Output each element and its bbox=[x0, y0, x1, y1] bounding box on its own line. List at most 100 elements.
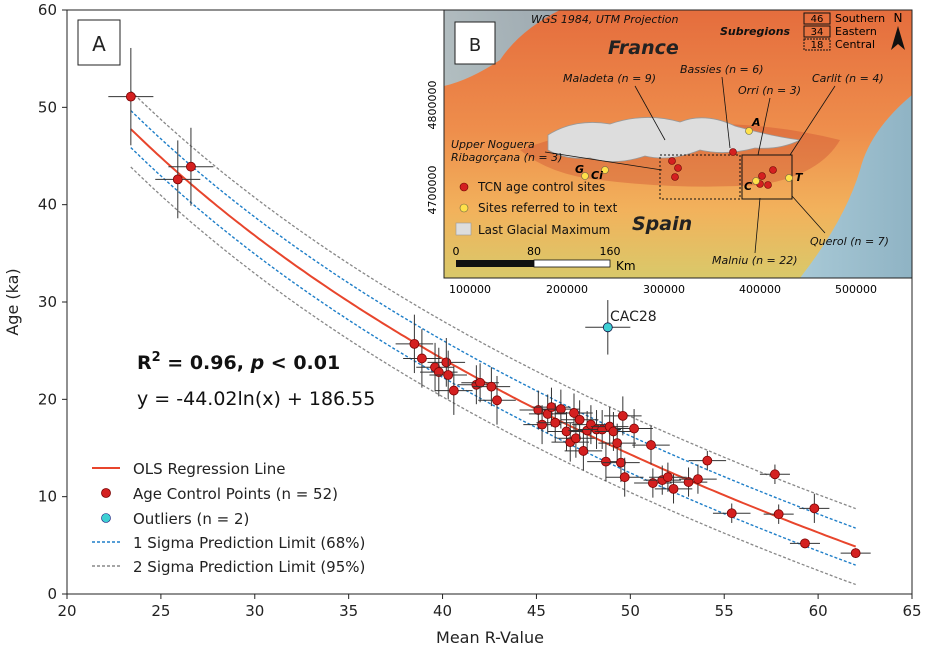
site-label-bassies: Bassies (n = 6) bbox=[680, 63, 764, 76]
data-point bbox=[574, 414, 585, 425]
y-tick-label: 60 bbox=[38, 1, 57, 19]
x-tick-label: 55 bbox=[715, 602, 734, 620]
scale-160: 160 bbox=[600, 245, 621, 258]
subregion-name-2: Eastern bbox=[835, 25, 877, 38]
site-letter-ci: Ci bbox=[591, 169, 603, 182]
legend-outliers-swatch bbox=[101, 513, 111, 523]
legend-sigma1-label: 1 Sigma Prediction Limit (68%) bbox=[133, 534, 365, 552]
outlier-label: CAC28 bbox=[610, 309, 657, 325]
site-letter-c: C bbox=[744, 180, 752, 193]
x-tick-label: 35 bbox=[339, 602, 358, 620]
map-frame bbox=[443, 9, 913, 279]
map-xtick-300000: 300000 bbox=[643, 283, 685, 296]
data-points bbox=[108, 47, 871, 559]
subregion-box-3 bbox=[803, 38, 831, 51]
subregion-name-3: Central bbox=[835, 38, 875, 51]
r-squared-stat: R2 = 0.96, p < 0.01 bbox=[137, 350, 340, 374]
site-letter-t: T bbox=[795, 171, 804, 184]
data-point bbox=[608, 426, 619, 437]
data-point bbox=[172, 174, 183, 185]
scale-0: 0 bbox=[453, 245, 460, 258]
map-ytick-4800000: 4800000 bbox=[426, 81, 439, 130]
data-point bbox=[475, 377, 486, 388]
scale-unit: Km bbox=[616, 259, 636, 273]
y-tick-label: 50 bbox=[38, 98, 57, 116]
label-spain: Spain bbox=[632, 213, 692, 235]
subregion-name-1: Southern bbox=[835, 12, 885, 25]
scale-bar-black bbox=[456, 260, 534, 267]
x-axis-label: Mean R-Value bbox=[436, 628, 544, 647]
scale-80: 80 bbox=[527, 245, 541, 258]
referred-sites bbox=[581, 127, 793, 185]
sigma1-upper-line bbox=[130, 110, 856, 529]
data-point bbox=[492, 395, 502, 406]
data-point bbox=[537, 419, 547, 430]
site-label-upper-1: Upper Noguera bbox=[451, 138, 535, 151]
y-tick-label: 0 bbox=[47, 585, 57, 603]
data-point bbox=[647, 478, 658, 488]
leader-malniu bbox=[754, 197, 761, 254]
outlier-point bbox=[602, 322, 613, 333]
map-xtick-500000: 500000 bbox=[835, 283, 877, 296]
data-point bbox=[770, 469, 780, 480]
x-tick-label: 60 bbox=[809, 602, 828, 620]
leader-orri bbox=[757, 97, 771, 156]
map-legend-tcn-symbol bbox=[459, 182, 469, 192]
site-label-carlit: Carlit (n = 4) bbox=[812, 72, 884, 85]
data-point bbox=[702, 455, 713, 466]
legend-points-label: Age Control Points (n = 52) bbox=[133, 485, 338, 503]
data-point bbox=[629, 423, 639, 434]
map-legend-tcn: TCN age control sites bbox=[477, 180, 605, 194]
data-point bbox=[570, 433, 581, 444]
site-label-orri: Orri (n = 3) bbox=[738, 84, 801, 97]
data-point bbox=[448, 385, 459, 396]
data-point bbox=[569, 408, 579, 418]
map-legend-lgm-symbol bbox=[455, 222, 472, 236]
x-tick-label: 25 bbox=[151, 602, 170, 620]
data-point bbox=[186, 161, 196, 172]
sigma1-lower-line bbox=[130, 147, 856, 566]
data-point bbox=[533, 405, 544, 415]
data-point bbox=[561, 426, 572, 437]
x-tick-label: 30 bbox=[245, 602, 264, 620]
data-point bbox=[125, 91, 136, 102]
data-point bbox=[617, 410, 628, 421]
map-ytick-4700000: 4700000 bbox=[426, 166, 439, 215]
y-axis-label: Age (ka) bbox=[3, 268, 22, 335]
panel-a-box bbox=[77, 19, 121, 66]
lgm-glacier-extent bbox=[547, 117, 802, 162]
data-point bbox=[800, 538, 810, 549]
data-point bbox=[668, 483, 679, 494]
site-letter-g: G bbox=[575, 163, 584, 176]
leader-querol bbox=[791, 195, 826, 234]
data-point bbox=[409, 338, 420, 349]
data-point bbox=[555, 404, 566, 414]
y-axis-ticks: 0 10 20 30 40 50 60 bbox=[38, 1, 67, 603]
site-label-maladeta: Maladeta (n = 9) bbox=[563, 72, 656, 85]
data-point bbox=[443, 370, 454, 380]
data-point bbox=[693, 474, 703, 485]
y-tick-label: 40 bbox=[38, 196, 57, 214]
data-point bbox=[416, 353, 427, 364]
inset-map: B WGS 1984, UTM Projection France Spain … bbox=[426, 9, 913, 296]
data-point bbox=[646, 440, 656, 450]
legend-outliers-label: Outliers (n = 2) bbox=[133, 510, 249, 528]
data-point bbox=[726, 508, 737, 519]
leader-carlit bbox=[789, 85, 836, 156]
site-label-querol: Querol (n = 7) bbox=[810, 235, 889, 248]
y-tick-label: 10 bbox=[38, 488, 57, 506]
legend-points-swatch bbox=[101, 488, 111, 498]
map-xtick-100000: 100000 bbox=[449, 283, 491, 296]
x-tick-label: 45 bbox=[527, 602, 546, 620]
map-sea-east bbox=[800, 95, 912, 278]
leader-maladeta bbox=[634, 85, 666, 141]
data-point bbox=[578, 446, 589, 456]
sigma2-upper-line bbox=[130, 90, 856, 510]
panel-a-label: A bbox=[92, 32, 106, 56]
legend-sigma2-label: 2 Sigma Prediction Limit (95%) bbox=[133, 558, 365, 576]
subregion-num-2: 34 bbox=[811, 27, 824, 38]
subregions-title: Subregions bbox=[720, 25, 791, 38]
subregion-num-1: 46 bbox=[811, 14, 824, 25]
subregion-num-3: 18 bbox=[811, 40, 824, 51]
